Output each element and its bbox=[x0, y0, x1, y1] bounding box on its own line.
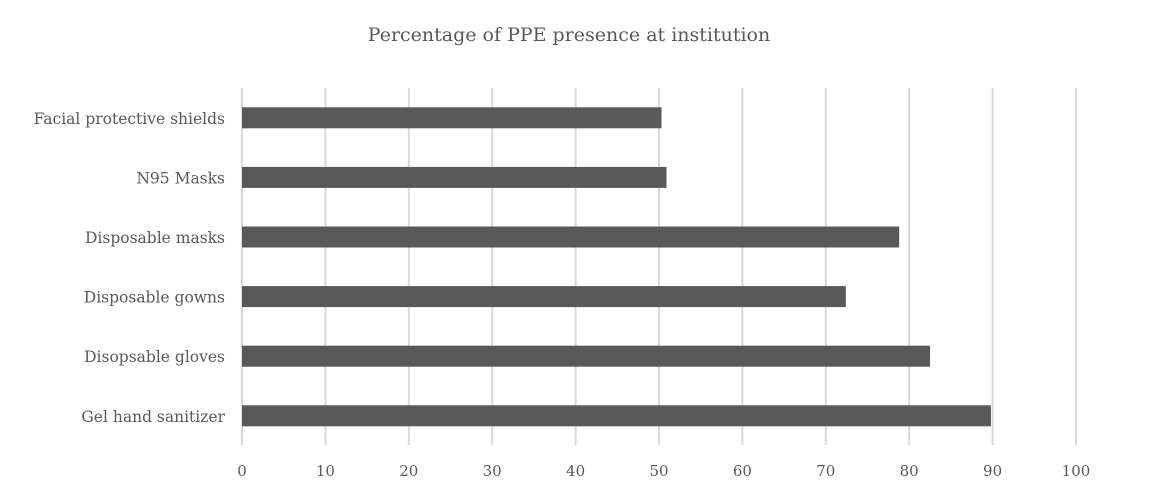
bar bbox=[242, 345, 931, 367]
x-tick-label: 70 bbox=[816, 462, 835, 480]
x-tick-label: 100 bbox=[1062, 462, 1091, 480]
y-category-label: Disposable masks bbox=[85, 229, 225, 247]
x-tick-label: 20 bbox=[399, 462, 418, 480]
bar bbox=[242, 166, 667, 188]
bar bbox=[242, 405, 991, 427]
x-tick-label: 0 bbox=[237, 462, 247, 480]
y-category-label: N95 Masks bbox=[136, 169, 225, 187]
x-tick-label: 60 bbox=[733, 462, 752, 480]
x-tick-label: 30 bbox=[483, 462, 502, 480]
y-category-label: Gel hand sanitizer bbox=[81, 408, 225, 426]
bar bbox=[242, 107, 662, 129]
y-category-label: Disposable gowns bbox=[84, 289, 225, 307]
bar bbox=[242, 286, 846, 308]
x-tick-label: 40 bbox=[566, 462, 585, 480]
x-tick-label: 50 bbox=[649, 462, 668, 480]
bar bbox=[242, 226, 900, 248]
x-tick-label: 90 bbox=[983, 462, 1002, 480]
y-category-label: Disopsable gloves bbox=[84, 348, 225, 366]
chart-title: Percentage of PPE presence at institutio… bbox=[367, 24, 771, 46]
x-tick-label: 80 bbox=[900, 462, 919, 480]
x-tick-label: 10 bbox=[316, 462, 335, 480]
y-category-label: Facial protective shields bbox=[34, 110, 225, 128]
